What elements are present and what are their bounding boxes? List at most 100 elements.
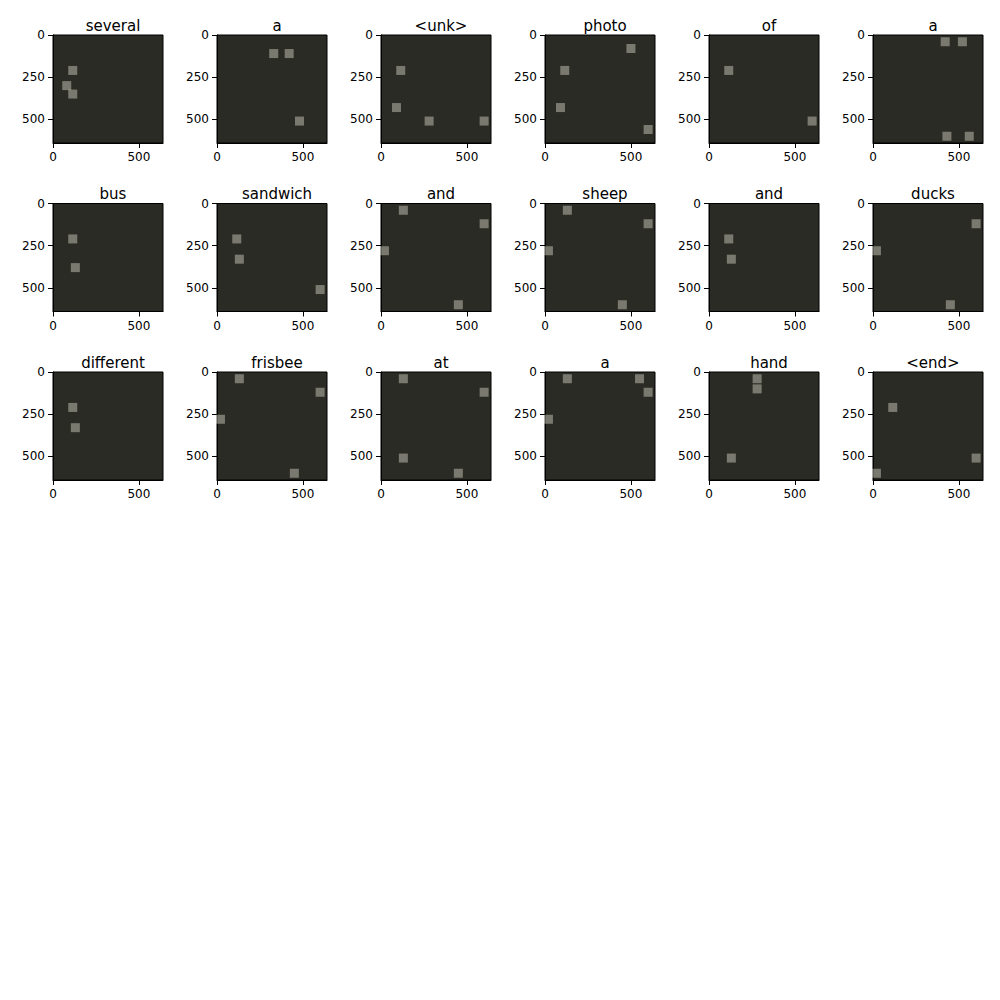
- svg-text:500: 500: [127, 150, 150, 164]
- svg-text:250: 250: [842, 70, 865, 84]
- svg-text:500: 500: [455, 487, 478, 501]
- svg-text:500: 500: [22, 281, 45, 295]
- svg-text:250: 250: [514, 239, 537, 253]
- svg-text:250: 250: [350, 239, 373, 253]
- svg-text:500: 500: [678, 112, 701, 126]
- svg-text:500: 500: [291, 319, 314, 333]
- svg-text:500: 500: [127, 487, 150, 501]
- svg-text:500: 500: [783, 150, 806, 164]
- svg-text:500: 500: [350, 281, 373, 295]
- svg-text:500: 500: [842, 112, 865, 126]
- svg-text:250: 250: [678, 239, 701, 253]
- svg-text:500: 500: [619, 150, 642, 164]
- svg-text:250: 250: [350, 407, 373, 421]
- svg-text:a: a: [272, 17, 281, 35]
- svg-text:0: 0: [49, 319, 57, 333]
- svg-text:500: 500: [22, 449, 45, 463]
- svg-text:250: 250: [186, 407, 209, 421]
- svg-text:0: 0: [365, 365, 373, 379]
- svg-text:500: 500: [291, 487, 314, 501]
- svg-text:500: 500: [678, 281, 701, 295]
- svg-text:0: 0: [529, 28, 537, 42]
- svg-text:0: 0: [857, 28, 865, 42]
- svg-text:500: 500: [186, 112, 209, 126]
- svg-text:0: 0: [201, 197, 209, 211]
- svg-text:0: 0: [37, 197, 45, 211]
- svg-text:500: 500: [842, 281, 865, 295]
- svg-text:500: 500: [619, 487, 642, 501]
- svg-text:0: 0: [49, 150, 57, 164]
- svg-text:bus: bus: [100, 185, 127, 203]
- svg-text:0: 0: [869, 487, 877, 501]
- svg-text:500: 500: [350, 112, 373, 126]
- svg-text:250: 250: [514, 70, 537, 84]
- svg-text:500: 500: [842, 449, 865, 463]
- svg-text:0: 0: [693, 28, 701, 42]
- svg-text:sheep: sheep: [582, 185, 627, 203]
- svg-text:sandwich: sandwich: [242, 185, 312, 203]
- svg-text:and: and: [755, 185, 783, 203]
- svg-text:frisbee: frisbee: [251, 354, 302, 372]
- svg-text:500: 500: [783, 487, 806, 501]
- svg-text:250: 250: [22, 70, 45, 84]
- svg-text:500: 500: [127, 319, 150, 333]
- svg-text:0: 0: [869, 319, 877, 333]
- svg-text:0: 0: [857, 197, 865, 211]
- svg-text:and: and: [427, 185, 455, 203]
- svg-text:0: 0: [857, 365, 865, 379]
- svg-text:different: different: [81, 354, 145, 372]
- svg-text:0: 0: [377, 487, 385, 501]
- svg-text:hand: hand: [750, 354, 788, 372]
- svg-text:a: a: [600, 354, 609, 372]
- svg-text:0: 0: [541, 150, 549, 164]
- svg-text:250: 250: [842, 239, 865, 253]
- svg-text:0: 0: [529, 365, 537, 379]
- svg-text:250: 250: [678, 407, 701, 421]
- svg-text:0: 0: [213, 150, 221, 164]
- svg-text:500: 500: [947, 487, 970, 501]
- svg-text:500: 500: [186, 449, 209, 463]
- svg-text:0: 0: [377, 150, 385, 164]
- svg-text:500: 500: [22, 112, 45, 126]
- svg-text:<unk>: <unk>: [415, 17, 468, 35]
- svg-text:photo: photo: [583, 17, 626, 35]
- svg-text:500: 500: [455, 319, 478, 333]
- svg-text:0: 0: [365, 28, 373, 42]
- svg-text:several: several: [86, 17, 141, 35]
- svg-text:0: 0: [201, 28, 209, 42]
- svg-text:500: 500: [291, 150, 314, 164]
- svg-text:0: 0: [377, 319, 385, 333]
- svg-text:500: 500: [514, 449, 537, 463]
- svg-text:<end>: <end>: [906, 354, 959, 372]
- svg-text:a: a: [928, 17, 937, 35]
- svg-text:0: 0: [705, 487, 713, 501]
- svg-text:at: at: [433, 354, 448, 372]
- svg-text:0: 0: [37, 365, 45, 379]
- svg-text:500: 500: [619, 319, 642, 333]
- svg-text:250: 250: [842, 407, 865, 421]
- svg-text:250: 250: [186, 239, 209, 253]
- svg-text:500: 500: [455, 150, 478, 164]
- svg-text:250: 250: [514, 407, 537, 421]
- svg-text:250: 250: [22, 239, 45, 253]
- svg-text:0: 0: [201, 365, 209, 379]
- svg-text:0: 0: [37, 28, 45, 42]
- svg-text:0: 0: [529, 197, 537, 211]
- svg-text:250: 250: [678, 70, 701, 84]
- svg-text:0: 0: [869, 150, 877, 164]
- svg-text:500: 500: [514, 281, 537, 295]
- svg-text:250: 250: [186, 70, 209, 84]
- svg-text:500: 500: [947, 319, 970, 333]
- svg-text:0: 0: [693, 365, 701, 379]
- svg-text:500: 500: [678, 449, 701, 463]
- svg-text:500: 500: [514, 112, 537, 126]
- svg-text:0: 0: [213, 487, 221, 501]
- svg-text:500: 500: [186, 281, 209, 295]
- svg-text:0: 0: [705, 150, 713, 164]
- svg-text:0: 0: [693, 197, 701, 211]
- svg-text:0: 0: [705, 319, 713, 333]
- svg-text:0: 0: [213, 319, 221, 333]
- svg-text:of: of: [762, 17, 777, 35]
- svg-text:500: 500: [350, 449, 373, 463]
- svg-text:500: 500: [947, 150, 970, 164]
